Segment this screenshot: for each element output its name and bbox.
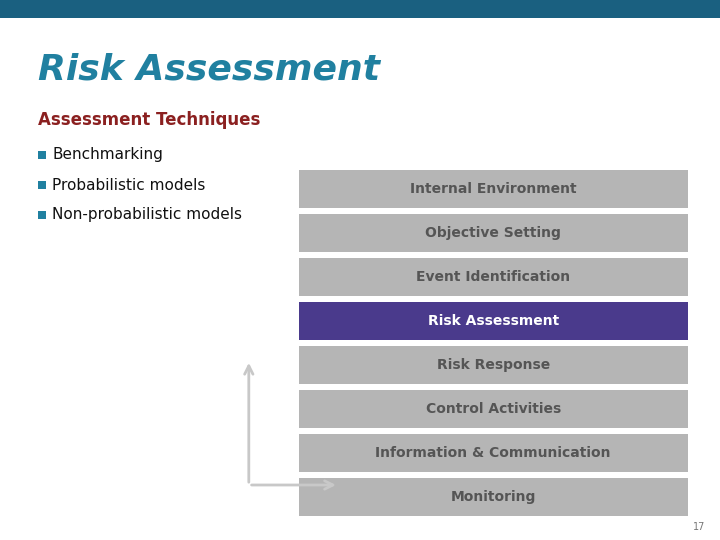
Text: Control Activities: Control Activities bbox=[426, 402, 561, 416]
Bar bbox=[299, 258, 688, 296]
Text: Non-probabilistic models: Non-probabilistic models bbox=[52, 207, 242, 222]
Text: 17: 17 bbox=[693, 522, 705, 532]
Bar bbox=[299, 346, 688, 384]
Text: Internal Environment: Internal Environment bbox=[410, 182, 577, 196]
Text: Risk Assessment: Risk Assessment bbox=[38, 53, 380, 87]
Bar bbox=[299, 170, 688, 208]
Text: Benchmarking: Benchmarking bbox=[52, 147, 163, 163]
Bar bbox=[38, 181, 46, 189]
Text: Monitoring: Monitoring bbox=[451, 490, 536, 504]
Text: Objective Setting: Objective Setting bbox=[426, 226, 561, 240]
Text: Assessment Techniques: Assessment Techniques bbox=[38, 111, 261, 129]
Text: Probabilistic models: Probabilistic models bbox=[52, 178, 205, 192]
Bar bbox=[0, 0, 720, 18]
Bar bbox=[299, 302, 688, 340]
Bar bbox=[299, 214, 688, 252]
Text: Risk Response: Risk Response bbox=[436, 358, 550, 372]
Text: Event Identification: Event Identification bbox=[416, 270, 570, 284]
Bar bbox=[299, 390, 688, 428]
Bar bbox=[299, 478, 688, 516]
Bar bbox=[38, 211, 46, 219]
Text: Risk Assessment: Risk Assessment bbox=[428, 314, 559, 328]
Bar bbox=[38, 151, 46, 159]
Text: Information & Communication: Information & Communication bbox=[375, 446, 611, 460]
Bar bbox=[299, 434, 688, 472]
